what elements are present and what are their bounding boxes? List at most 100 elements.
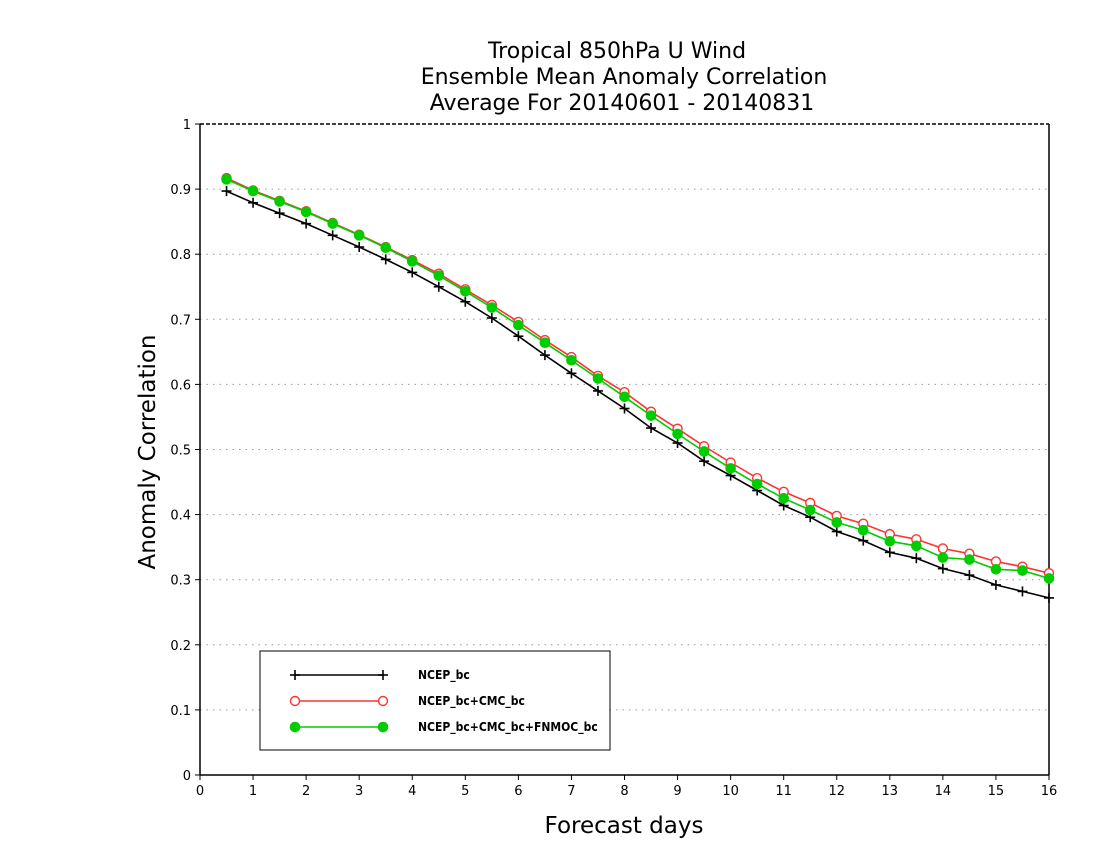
data-point bbox=[486, 302, 498, 313]
x-tick-label: 1 bbox=[249, 784, 257, 799]
plot-area bbox=[221, 172, 1055, 603]
x-tick-label: 8 bbox=[620, 784, 628, 799]
data-point bbox=[857, 524, 869, 536]
data-point bbox=[1017, 565, 1028, 576]
y-tick-label: 0.5 bbox=[170, 444, 191, 459]
series-ncep-bc-cmc-bc-fnmoc-bc bbox=[221, 174, 1055, 584]
data-point bbox=[248, 197, 259, 208]
data-point bbox=[380, 242, 392, 253]
data-point bbox=[672, 437, 683, 448]
data-point bbox=[513, 319, 524, 331]
x-tick-label: 5 bbox=[461, 784, 469, 799]
x-axis-label: Forecast days bbox=[545, 813, 704, 839]
legend-item-ncep-bc: NCEP_bc bbox=[290, 668, 470, 683]
y-tick-label: 0.6 bbox=[170, 378, 191, 393]
y-tick-label: 0.8 bbox=[170, 248, 191, 263]
x-tick-label: 16 bbox=[1041, 784, 1058, 799]
legend-marker bbox=[289, 695, 301, 707]
series-ncep-bc-cmc-bc bbox=[221, 172, 1055, 579]
data-point bbox=[592, 385, 603, 396]
legend-item-ncep-bc-cmc-bc: NCEP_bc+CMC_bc bbox=[289, 694, 525, 709]
data-point bbox=[221, 174, 232, 185]
gridlines bbox=[200, 188, 1049, 711]
data-point bbox=[1044, 592, 1054, 603]
axes bbox=[195, 123, 1050, 780]
chart-title: Tropical 850hPa U Wind Ensemble Mean Ano… bbox=[421, 39, 828, 116]
data-point bbox=[539, 350, 550, 361]
data-point bbox=[1043, 573, 1055, 584]
data-point bbox=[300, 206, 312, 218]
data-point bbox=[460, 286, 471, 297]
data-point bbox=[354, 242, 365, 253]
data-point bbox=[831, 517, 843, 528]
title-line-1: Tropical 850hPa U Wind bbox=[487, 39, 746, 64]
data-point bbox=[619, 391, 630, 403]
data-point bbox=[990, 563, 1002, 575]
data-point bbox=[460, 296, 471, 307]
x-tick-label: 0 bbox=[196, 784, 204, 799]
y-tick-label: 0.1 bbox=[170, 704, 191, 719]
data-point bbox=[539, 337, 551, 349]
x-tick-label: 3 bbox=[355, 784, 363, 799]
data-point bbox=[698, 446, 710, 457]
legend-marker bbox=[290, 670, 300, 680]
data-point bbox=[937, 552, 949, 563]
y-tick-label: 0.7 bbox=[170, 313, 191, 328]
data-point bbox=[964, 570, 975, 581]
data-point bbox=[937, 543, 949, 554]
title-line-3: Average For 20140601 - 20140831 bbox=[430, 91, 815, 116]
legend-marker bbox=[377, 695, 389, 707]
data-point bbox=[327, 218, 338, 229]
data-point bbox=[327, 230, 338, 241]
series-line bbox=[226, 178, 1050, 580]
data-point bbox=[911, 540, 922, 552]
data-point bbox=[433, 281, 444, 292]
data-point bbox=[804, 504, 816, 516]
series-line bbox=[226, 190, 1050, 599]
data-point bbox=[406, 256, 418, 267]
x-tick-label: 10 bbox=[722, 784, 739, 799]
data-point bbox=[221, 186, 232, 197]
data-point bbox=[699, 456, 710, 467]
legend-label: NCEP_bc+CMC_bc+FNMOC_bc bbox=[418, 720, 598, 735]
data-point bbox=[858, 535, 869, 546]
data-point bbox=[1017, 586, 1028, 597]
data-point bbox=[911, 553, 922, 564]
data-point bbox=[486, 312, 497, 323]
y-tick-label: 0.3 bbox=[170, 574, 191, 589]
x-tick-label: 15 bbox=[988, 784, 1005, 799]
legend-marker bbox=[378, 670, 388, 680]
data-point bbox=[964, 554, 975, 565]
data-point bbox=[566, 368, 577, 379]
x-tick-label: 12 bbox=[828, 784, 845, 799]
data-point bbox=[566, 355, 577, 366]
series-line bbox=[226, 177, 1050, 574]
data-point bbox=[353, 230, 365, 241]
data-point bbox=[751, 478, 763, 490]
x-tick-label: 11 bbox=[775, 784, 792, 799]
data-point bbox=[645, 410, 657, 421]
data-point bbox=[778, 493, 789, 504]
legend-entries: NCEP_bc NCEP_bc+CMC_bc NCEP_bc+CMC_bc+FNMO… bbox=[289, 668, 598, 735]
x-tick-label: 2 bbox=[302, 784, 310, 799]
data-point bbox=[831, 526, 842, 537]
data-point bbox=[247, 185, 259, 197]
x-tick-label: 7 bbox=[567, 784, 575, 799]
y-tick-label: 1 bbox=[183, 118, 191, 133]
data-point bbox=[990, 579, 1001, 590]
data-point bbox=[619, 403, 630, 414]
legend: NCEP_bc NCEP_bc+CMC_bc NCEP_bc+CMC_bc+FNMO… bbox=[259, 650, 611, 751]
data-point bbox=[937, 563, 948, 574]
y-axis-label: Anomaly Correlation bbox=[135, 334, 161, 569]
legend-item-ncep-bc-cmc-bc-fnmoc-bc: NCEP_bc+CMC_bc+FNMOC_bc bbox=[289, 720, 598, 735]
data-point bbox=[407, 267, 418, 278]
x-tick-label: 4 bbox=[408, 784, 416, 799]
y-tick-label: 0.4 bbox=[170, 509, 191, 524]
y-tick-label: 0.2 bbox=[170, 639, 191, 654]
legend-marker bbox=[377, 721, 389, 733]
y-tick-label: 0 bbox=[183, 769, 191, 784]
data-point bbox=[646, 423, 657, 434]
x-tick-label: 13 bbox=[882, 784, 899, 799]
data-point bbox=[274, 196, 285, 207]
